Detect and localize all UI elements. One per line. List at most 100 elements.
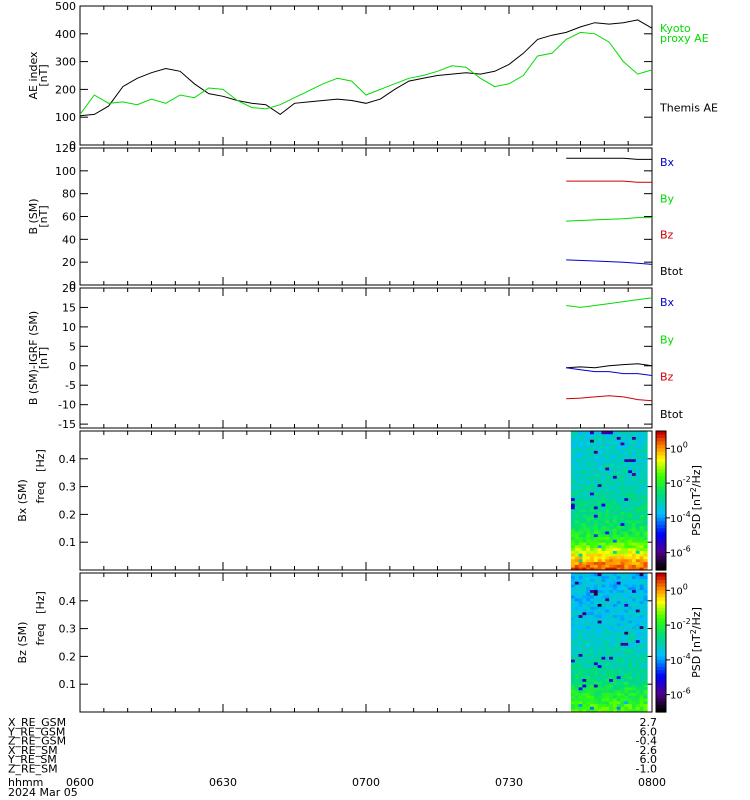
spectrogram-cell [574, 439, 579, 443]
spectrogram-cell [590, 578, 595, 582]
spectrogram-cell [635, 653, 641, 657]
spectrogram-cell [590, 664, 595, 668]
spectrogram-cell [574, 536, 579, 540]
spectrogram-cell [631, 623, 637, 627]
spectrogram-cell [631, 659, 637, 663]
spectrogram-cell [570, 584, 576, 588]
spectrogram-cell [612, 542, 618, 546]
spectrogram-cell [601, 695, 606, 699]
y-tick-label: 100 [55, 165, 76, 178]
spectrogram-cell [616, 533, 621, 538]
colorbar-cell [656, 611, 666, 616]
spectrogram-cell [597, 623, 602, 627]
spectrogram-cell [590, 611, 595, 616]
spectrogram-cell [628, 664, 633, 668]
spectrogram-cell [616, 525, 621, 529]
colorbar-cell [656, 708, 666, 713]
spectrogram-cell [605, 678, 610, 682]
spectrogram-cell [593, 631, 599, 635]
spectrogram-cell [609, 681, 614, 685]
spectrogram-cell [601, 609, 606, 613]
spectrogram-cell [631, 667, 637, 671]
spectrogram-cell [578, 656, 583, 660]
spectrogram-cell [628, 447, 633, 451]
spectrogram-cell [620, 695, 625, 699]
series-line-kyoto-proxy-ae [79, 31, 653, 115]
spectrogram-cell [578, 709, 583, 713]
spectrogram-cell [586, 606, 591, 610]
spectrogram-cell [586, 453, 591, 457]
colorbar-cell [656, 694, 666, 699]
spectrogram-cell [593, 444, 599, 449]
spectrogram-cell [643, 598, 648, 602]
spectrogram-cell [631, 664, 637, 668]
spectrogram-cell [628, 564, 633, 568]
spectrogram-cell [612, 675, 618, 680]
spectrogram-cell [620, 444, 625, 449]
spectrogram-cell [574, 573, 579, 577]
spectrogram-cell [612, 447, 618, 451]
spectrogram-cell [624, 508, 629, 513]
spectrogram-cell [612, 453, 618, 457]
spectrogram-cell [586, 444, 591, 449]
spectrogram-cell [601, 586, 606, 591]
spectrogram-cell [612, 547, 618, 551]
spectrogram-cell [628, 709, 633, 713]
spectrogram-cell [597, 617, 602, 621]
spectrogram-cell [616, 639, 621, 643]
spectrogram-cell [605, 547, 610, 551]
spectrogram-cell [593, 439, 599, 443]
spectrogram-cell [593, 531, 599, 535]
spectrogram-cell [631, 475, 637, 479]
spectrogram-cell [631, 514, 637, 518]
spectrogram-cell [631, 675, 637, 680]
spectrogram-cell [635, 458, 641, 462]
spectrogram-cell [570, 533, 576, 538]
spectrogram-cell [574, 494, 579, 499]
spectrogram-cell [635, 442, 641, 446]
spectrogram-cell [574, 634, 579, 638]
spectrogram-cell [628, 623, 633, 627]
spectrogram-cell [574, 500, 579, 504]
spectrogram-cell [635, 606, 641, 610]
spectrogram-cell [582, 486, 587, 490]
position-row-value: -0.4 [636, 735, 657, 748]
spectrogram-cell [635, 614, 641, 618]
spectrogram-cell [593, 447, 599, 451]
spectrogram-cell [631, 544, 637, 549]
spectrogram-cell [609, 533, 614, 538]
spectrogram-cell [570, 703, 576, 707]
spectrogram-cell [616, 564, 621, 568]
spectrogram-cell [631, 539, 637, 543]
spectrogram-cell [609, 464, 614, 468]
spectrogram-cell [582, 544, 587, 549]
spectrogram-cell [609, 539, 614, 543]
spectrogram-cell [582, 659, 587, 663]
spectrogram-cell [620, 584, 625, 588]
spectrogram-cell [601, 561, 606, 565]
y-tick-label: 0.1 [59, 536, 77, 549]
spectrogram-cell [628, 514, 633, 518]
spectrogram-cell [586, 508, 591, 513]
spectrogram-cell [593, 461, 599, 465]
spectrogram-cell [605, 467, 610, 471]
colorbar-cell [656, 479, 666, 484]
spectrogram-cell [586, 436, 591, 440]
spectrogram-cell [590, 447, 595, 451]
spectrogram-cell [620, 469, 625, 474]
colorbar-cell [656, 462, 666, 467]
spectrogram-cell [597, 700, 602, 705]
spectrogram-cell [601, 686, 606, 691]
spectrogram-cell [574, 617, 579, 621]
spectrogram-cell [593, 456, 599, 460]
x-tick-label: 0600 [66, 776, 94, 789]
spectrogram-cell [631, 564, 637, 568]
spectrogram-cell [631, 556, 637, 560]
spectrogram-cell [635, 536, 641, 540]
spectrogram-cell [582, 461, 587, 465]
spectrogram-cell [624, 589, 629, 593]
spectrogram-cell [586, 489, 591, 493]
spectrogram-cell [624, 539, 629, 543]
spectrogram-cell [612, 620, 618, 624]
spectrogram-cell [590, 553, 595, 557]
